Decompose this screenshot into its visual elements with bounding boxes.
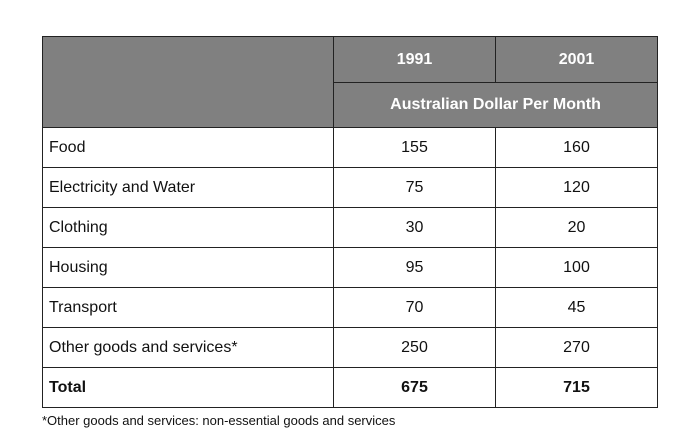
category-cell-electricity-and-water: Electricity and Water [42, 167, 334, 208]
table-row: Clothing 30 20 [42, 207, 658, 248]
category-cell-transport: Transport [42, 287, 334, 328]
footnote: *Other goods and services: non-essential… [42, 413, 396, 428]
category-cell-housing: Housing [42, 247, 334, 288]
expenditure-table: 1991 2001 Australian Dollar Per Month Fo… [42, 36, 658, 408]
value-cell-2001: 270 [495, 327, 658, 368]
value-cell-1991: 250 [333, 327, 496, 368]
value-cell-2001: 20 [495, 207, 658, 248]
table-row: Food 155 160 [42, 127, 658, 168]
table-row: Other goods and services* 250 270 [42, 327, 658, 368]
value-cell-1991: 70 [333, 287, 496, 328]
corner-header-cell [42, 36, 334, 128]
total-row: Total 675 715 [42, 367, 658, 408]
value-cell-2001: 715 [495, 367, 658, 408]
table-row: Electricity and Water 75 120 [42, 167, 658, 208]
value-cell-1991: 30 [333, 207, 496, 248]
value-cell-1991: 155 [333, 127, 496, 168]
table-container: 1991 2001 Australian Dollar Per Month Fo… [42, 36, 658, 408]
value-cell-1991: 95 [333, 247, 496, 288]
category-cell-clothing: Clothing [42, 207, 334, 248]
column-header-2001: 2001 [495, 36, 658, 83]
table-row: Housing 95 100 [42, 247, 658, 288]
value-cell-2001: 120 [495, 167, 658, 208]
unit-header-row: Australian Dollar Per Month [43, 82, 658, 128]
table-body: Food 155 160 Electricity and Water 75 120 Clot… [42, 127, 658, 408]
value-cell-2001: 100 [495, 247, 658, 288]
year-header-row: 1991 2001 [42, 36, 658, 128]
value-cell-2001: 160 [495, 127, 658, 168]
table-row: Transport 70 45 [42, 287, 658, 328]
value-cell-2001: 45 [495, 287, 658, 328]
column-header-1991: 1991 [333, 36, 496, 83]
category-cell-total: Total [42, 367, 334, 408]
value-cell-1991: 75 [333, 167, 496, 208]
category-cell-other-goods-and-services: Other goods and services* [42, 327, 334, 368]
value-cell-1991: 675 [333, 367, 496, 408]
unit-header: Australian Dollar Per Month [333, 82, 658, 128]
category-cell-food: Food [42, 127, 334, 168]
